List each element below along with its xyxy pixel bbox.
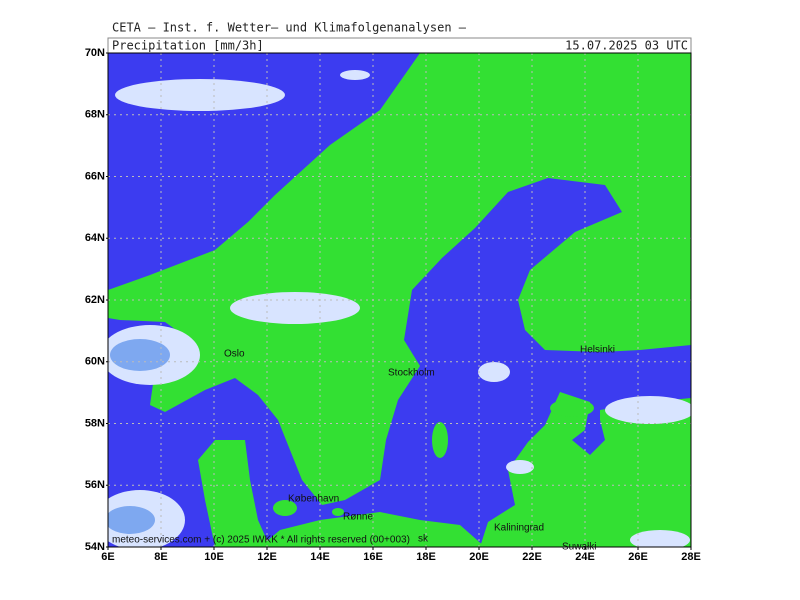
- lat-label: 60N: [85, 356, 105, 368]
- place-label: Rønne: [343, 512, 373, 523]
- field-label: Precipitation [mm/3h]: [112, 39, 264, 53]
- germany-poland: [260, 512, 485, 547]
- lon-label: 22E: [522, 551, 542, 563]
- lat-label: 64N: [85, 232, 105, 244]
- lon-label: 16E: [363, 551, 383, 563]
- gotland: [432, 422, 448, 458]
- scandinavia: [108, 53, 691, 505]
- lat-label: 54N: [85, 541, 105, 553]
- jutland: [198, 440, 270, 547]
- baltic-states: [480, 392, 691, 547]
- lat-label: 66N: [85, 170, 105, 182]
- lon-label: 10E: [204, 551, 224, 563]
- header-title: CETA – Inst. f. Wetter– und Klimafolgena…: [112, 21, 467, 35]
- lat-label: 70N: [85, 47, 105, 59]
- lat-label: 56N: [85, 479, 105, 491]
- precipitation-moderate: [108, 339, 170, 534]
- footer: meteo-services.com + (c) 2025 IWKK * All…: [112, 535, 410, 546]
- bornholm: [332, 508, 344, 516]
- place-label: Helsinki: [580, 345, 615, 356]
- lon-label: 20E: [469, 551, 489, 563]
- time-label: 15.07.2025 03 UTC: [565, 39, 688, 53]
- lon-label: 6E: [101, 551, 114, 563]
- place-label: sk: [418, 534, 429, 545]
- lon-label: 12E: [257, 551, 277, 563]
- zealand: [273, 500, 297, 516]
- lon-label: 28E: [681, 551, 701, 563]
- map-area: [108, 53, 691, 547]
- lon-label: 14E: [310, 551, 330, 563]
- lat-label: 58N: [85, 417, 105, 429]
- place-label: Oslo: [224, 349, 245, 360]
- place-label: Stockholm: [388, 368, 435, 379]
- lat-label: 62N: [85, 294, 105, 306]
- lon-label: 24E: [575, 551, 595, 563]
- place-label: Suwałki: [562, 542, 596, 553]
- lon-label: 8E: [154, 551, 167, 563]
- lon-label: 26E: [628, 551, 648, 563]
- lon-label: 18E: [416, 551, 436, 563]
- lat-label: 68N: [85, 109, 105, 121]
- place-label: Kaliningrad: [494, 523, 544, 534]
- saaremaa: [550, 399, 594, 417]
- place-label: København: [288, 494, 339, 505]
